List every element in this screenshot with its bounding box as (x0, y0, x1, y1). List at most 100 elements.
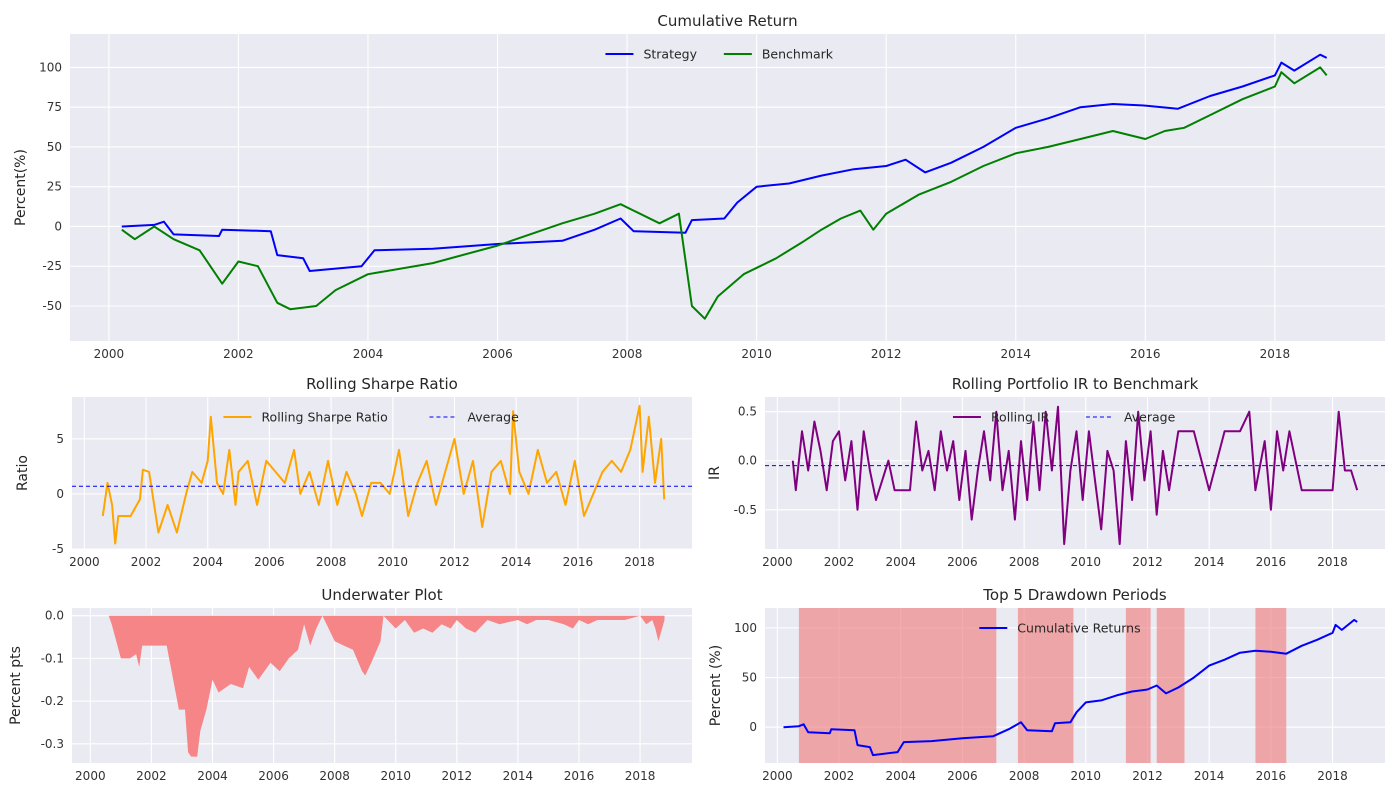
y-tick-label: 50 (742, 671, 757, 685)
panel-underwater: 2000 2002 2004 2006 2008 2010 2012 2014 2016 2018… (8, 586, 692, 783)
x-tick-label: 2002 (824, 769, 855, 783)
x-tick-label: 2018 (1317, 555, 1348, 569)
series-line-rolling-ir (791, 405, 1359, 546)
x-tick-label: 2010 (380, 769, 411, 783)
x-tick-label: 2010 (378, 555, 409, 569)
x-tick-label: 2018 (624, 555, 655, 569)
x-tick-label: 2016 (1130, 347, 1161, 361)
y-tick-label: 0 (56, 487, 64, 501)
x-tick-label: 2014 (1000, 347, 1031, 361)
x-tick-label: 2008 (316, 555, 347, 569)
panel-cum: 2000 2002 2004 2006 2008 2010 2012 2014 2016 2018… (13, 12, 1385, 361)
x-tick-label: 2008 (1009, 555, 1040, 569)
legend-label: Strategy (643, 47, 697, 62)
plot-content (72, 404, 692, 545)
y-axis-label: IR (707, 466, 723, 480)
y-tick-label: -0.2 (41, 694, 64, 708)
x-tick-label: 2016 (564, 769, 595, 783)
y-axis-label: Percent(%) (13, 149, 29, 226)
x-tick-label: 2004 (192, 555, 223, 569)
drawdown-span (1017, 608, 1074, 763)
x-tick-label: 2006 (947, 769, 978, 783)
panel-title: Rolling Sharpe Ratio (306, 375, 458, 393)
y-axis-label: Percent pts (8, 646, 24, 725)
y-tick-label: -25 (42, 259, 62, 273)
legend-label: Cumulative Returns (1017, 621, 1140, 636)
drawdown-span (1255, 608, 1287, 763)
panel-title: Top 5 Drawdown Periods (982, 586, 1167, 604)
x-tick-label: 2006 (947, 555, 978, 569)
legend: Cumulative Returns (979, 621, 1141, 636)
plot-content (765, 405, 1385, 546)
x-tick-label: 2010 (1071, 555, 1102, 569)
y-tick-label: 75 (47, 100, 62, 114)
y-tick-label: 100 (734, 621, 757, 635)
drawdown-span (798, 608, 997, 763)
series-line-rolling-sharpe-ratio (101, 404, 666, 545)
x-tick-label: 2018 (1260, 347, 1291, 361)
plot-area (70, 34, 1385, 341)
x-tick-label: 2016 (563, 555, 594, 569)
x-tick-label: 2006 (258, 769, 289, 783)
plot-area (765, 397, 1385, 549)
legend-label: Benchmark (762, 47, 834, 62)
panel-sharpe: 2000 2002 2004 2006 2008 2010 2012 2014 2016 2018… (15, 375, 692, 569)
y-tick-label: 0 (54, 219, 62, 233)
y-tick-label: -50 (42, 299, 62, 313)
x-tick-label: 2008 (1009, 769, 1040, 783)
y-tick-label: 0.0 (45, 609, 64, 623)
x-tick-label: 2004 (885, 555, 916, 569)
legend: Strategy Benchmark (605, 47, 834, 62)
y-tick-label: 25 (47, 180, 62, 194)
panel-title: Underwater Plot (321, 586, 442, 604)
x-tick-label: 2006 (482, 347, 513, 361)
x-tick-label: 2000 (75, 769, 106, 783)
x-tick-label: 2008 (319, 769, 350, 783)
y-tick-label: -0.5 (734, 503, 757, 517)
x-tick-label: 2000 (762, 769, 793, 783)
x-tick-label: 2002 (136, 769, 167, 783)
legend: Rolling Sharpe Ratio Average (223, 410, 519, 425)
y-tick-label: -5 (52, 542, 64, 556)
plot-content (783, 608, 1358, 763)
series-line-benchmark (121, 66, 1328, 320)
x-tick-label: 2012 (871, 347, 902, 361)
legend-label: Rolling IR (991, 410, 1050, 425)
y-axis-label: Percent (%) (708, 645, 724, 726)
x-tick-label: 2018 (625, 769, 656, 783)
x-tick-label: 2014 (501, 555, 532, 569)
x-tick-label: 2006 (254, 555, 285, 569)
plot-area (72, 397, 692, 549)
drawdown-span (1125, 608, 1151, 763)
legend: Rolling IR Average (952, 410, 1176, 425)
legend-label: Rolling Sharpe Ratio (261, 410, 387, 425)
x-tick-label: 2002 (223, 347, 254, 361)
plot-content (121, 53, 1328, 320)
panel-ir: 2000 2002 2004 2006 2008 2010 2012 2014 2016 2018… (707, 375, 1385, 569)
x-tick-label: 2016 (1256, 769, 1287, 783)
x-tick-label: 2018 (1317, 769, 1348, 783)
y-tick-label: 5 (56, 432, 64, 446)
x-tick-label: 2002 (824, 555, 855, 569)
plot-content (96, 615, 665, 757)
legend-label: Average (1124, 410, 1176, 425)
y-tick-label: 100 (39, 60, 62, 74)
x-tick-label: 2012 (1132, 769, 1163, 783)
x-tick-label: 2008 (612, 347, 643, 361)
y-axis-label: Ratio (15, 455, 31, 491)
x-tick-label: 2012 (439, 555, 470, 569)
x-tick-label: 2012 (1132, 555, 1163, 569)
x-tick-label: 2012 (442, 769, 473, 783)
panel-title: Rolling Portfolio IR to Benchmark (952, 375, 1199, 393)
panel-drawdown: 2000 2002 2004 2006 2008 2010 2012 2014 2016 2018… (708, 586, 1385, 783)
x-tick-label: 2004 (197, 769, 228, 783)
legend-label: Average (467, 410, 519, 425)
x-tick-label: 2004 (353, 347, 384, 361)
x-tick-label: 2004 (885, 769, 916, 783)
x-tick-label: 2002 (131, 555, 162, 569)
x-tick-label: 2000 (762, 555, 793, 569)
y-tick-label: 0.5 (738, 405, 757, 419)
x-tick-label: 2016 (1256, 555, 1287, 569)
